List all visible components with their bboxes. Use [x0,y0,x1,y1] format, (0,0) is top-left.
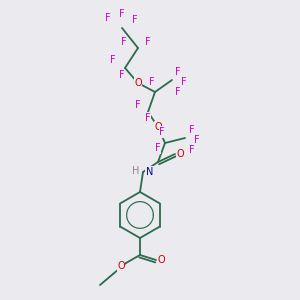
Text: O: O [154,122,162,132]
Text: F: F [145,113,151,123]
Text: F: F [181,77,187,87]
Text: F: F [194,135,200,145]
Text: F: F [145,37,151,47]
Text: F: F [175,67,181,77]
Text: F: F [119,9,125,19]
Text: F: F [121,37,127,47]
Text: O: O [134,78,142,88]
Text: N: N [146,167,153,177]
Text: F: F [189,145,195,155]
Text: F: F [110,55,116,65]
Text: O: O [176,149,184,159]
Text: H: H [132,166,139,176]
Text: F: F [149,77,155,87]
Text: F: F [119,70,125,80]
Text: F: F [159,127,165,137]
Text: F: F [189,125,195,135]
Text: F: F [175,87,181,97]
Text: F: F [105,13,111,23]
Text: O: O [157,255,165,265]
Text: F: F [132,15,138,25]
Text: F: F [155,143,161,153]
Text: F: F [135,100,141,110]
Text: O: O [117,261,125,271]
